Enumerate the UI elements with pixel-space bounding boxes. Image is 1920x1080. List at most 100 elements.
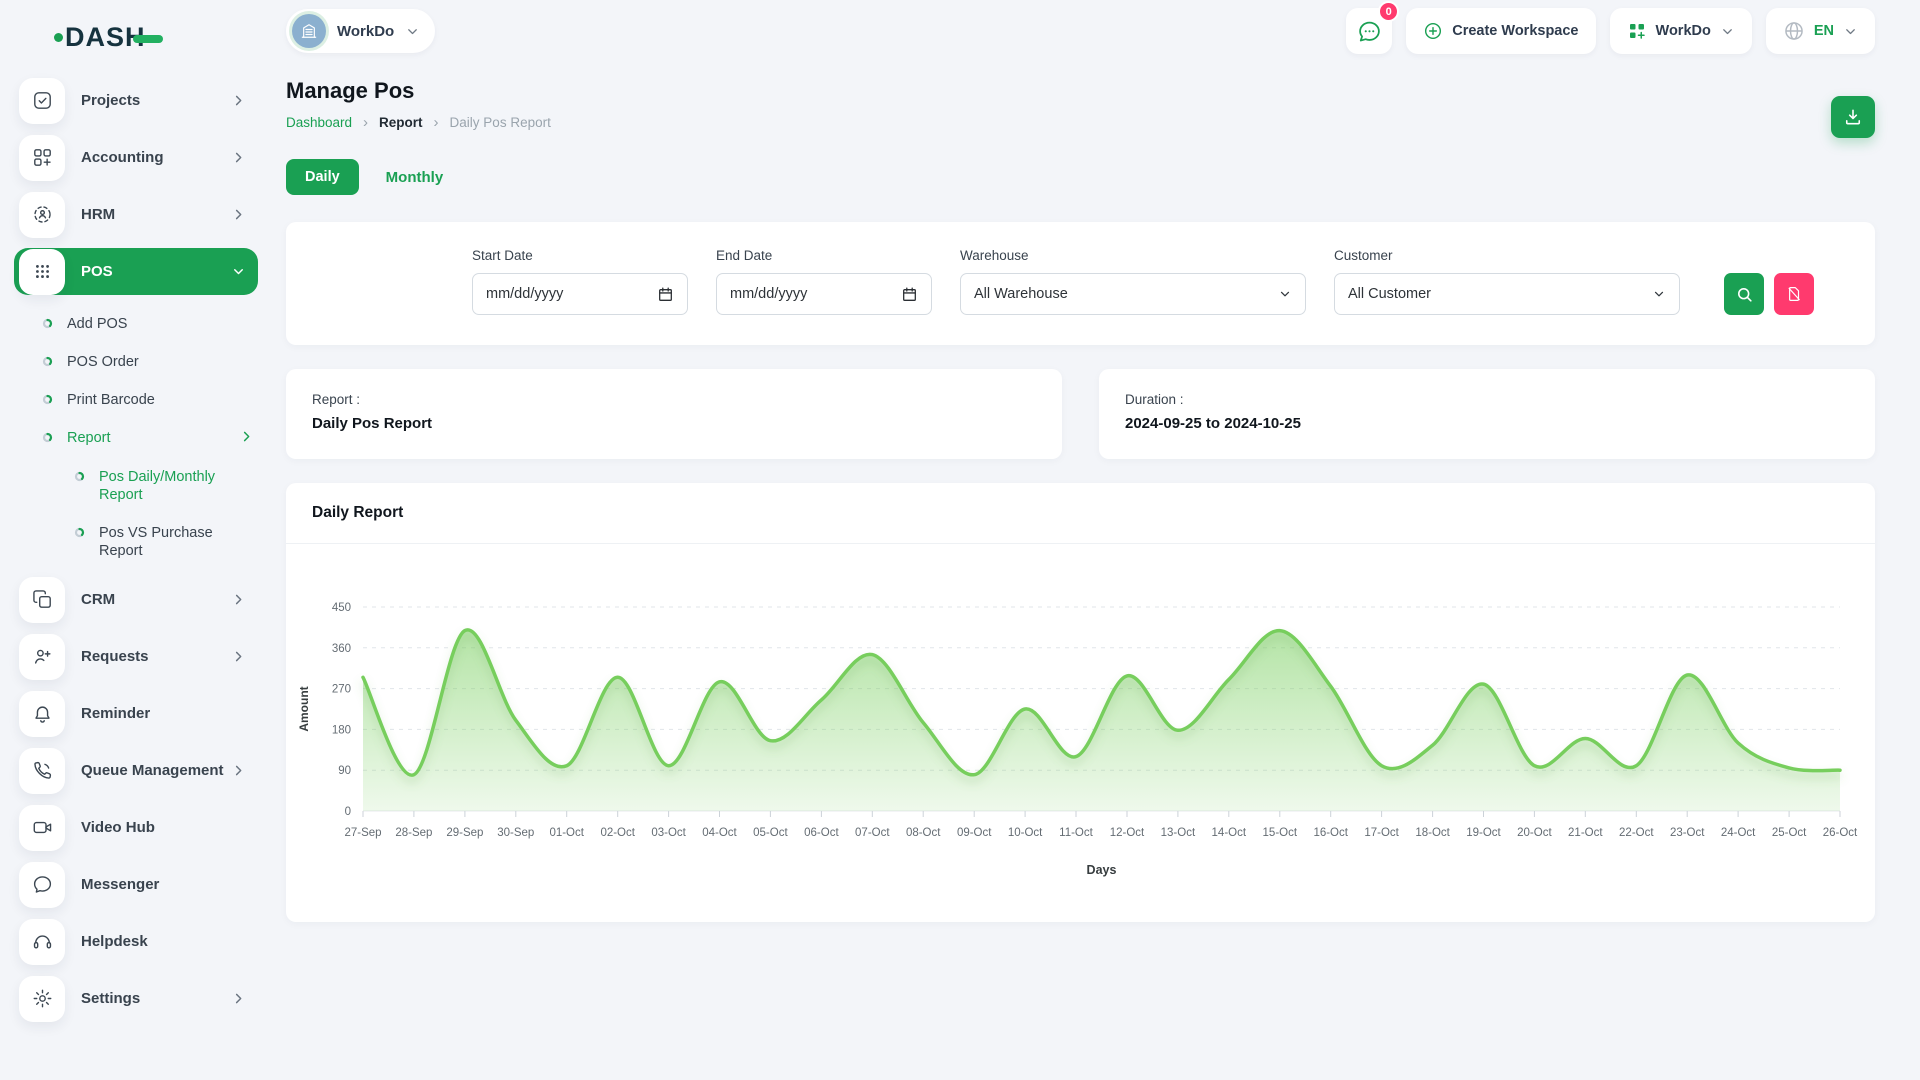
customer-select[interactable]: All Customer <box>1334 273 1680 315</box>
sidebar-item-projects[interactable]: Projects <box>14 77 258 124</box>
svg-text:22-Oct: 22-Oct <box>1619 827 1654 839</box>
warehouse-field-group: Warehouse All Warehouse <box>960 248 1306 315</box>
sidebar-item-hrm[interactable]: HRM <box>14 191 258 238</box>
chevron-right-icon <box>231 93 246 108</box>
warehouse-label: Warehouse <box>960 248 1306 263</box>
breadcrumb-report[interactable]: Report <box>379 115 423 130</box>
sidebar-subitem-pos-vs-purchase-report[interactable]: Pos VS Purchase Report <box>74 514 258 570</box>
globe-icon <box>1783 20 1805 42</box>
sidebar-item-messenger[interactable]: Messenger <box>14 861 258 908</box>
sidebar-subitem-label: Add POS <box>67 315 254 333</box>
svg-text:19-Oct: 19-Oct <box>1466 827 1501 839</box>
report-tabs: Daily Monthly <box>286 159 1875 195</box>
chevron-down-icon <box>1652 287 1666 301</box>
warehouse-value: All Warehouse <box>974 286 1068 302</box>
circle-plus-icon <box>1423 21 1443 41</box>
sidebar-subitem-add-pos[interactable]: Add POS <box>42 305 258 343</box>
end-date-placeholder: mm/dd/yyyy <box>730 286 807 302</box>
sidebar-subitem-label: POS Order <box>67 353 254 371</box>
sidebar-item-queue-management[interactable]: Queue Management <box>14 747 258 794</box>
app-logo[interactable]: DASH <box>54 22 258 53</box>
topbar: WorkDo 0 Create Workspace WorkDo EN <box>286 8 1875 54</box>
sidebar-subitem-pos-order[interactable]: POS Order <box>42 343 258 381</box>
sidebar-icon-box <box>19 976 65 1022</box>
chevron-down-icon <box>231 264 246 279</box>
language-selector[interactable]: EN <box>1766 8 1875 54</box>
svg-text:02-Oct: 02-Oct <box>600 827 635 839</box>
svg-text:08-Oct: 08-Oct <box>906 827 941 839</box>
sidebar-icon-box <box>19 862 65 908</box>
chevron-right-icon <box>231 649 246 664</box>
end-date-label: End Date <box>716 248 932 263</box>
customer-value: All Customer <box>1348 286 1431 302</box>
warehouse-select[interactable]: All Warehouse <box>960 273 1306 315</box>
breadcrumb-separator-icon: › <box>363 115 368 130</box>
sidebar-sublist: Pos Daily/Monthly Report Pos VS Purchase … <box>42 458 258 571</box>
sidebar-subitem-print-barcode[interactable]: Print Barcode <box>42 381 258 419</box>
page-header: Manage Pos Dashboard › Report › Daily Po… <box>286 78 1875 138</box>
sidebar-item-label: HRM <box>81 206 231 223</box>
filter-actions <box>1724 273 1814 315</box>
breadcrumb-dashboard[interactable]: Dashboard <box>286 115 352 130</box>
calendar-icon <box>657 286 674 303</box>
chevron-down-icon <box>1843 24 1858 39</box>
sidebar-item-label: Helpdesk <box>81 933 246 950</box>
chevron-right-icon <box>231 150 246 165</box>
report-card-value: Daily Pos Report <box>312 415 1036 432</box>
sidebar-item-reminder[interactable]: Reminder <box>14 690 258 737</box>
svg-text:20-Oct: 20-Oct <box>1517 827 1552 839</box>
chevron-right-icon <box>239 429 254 444</box>
sidebar-subitem-label: Pos VS Purchase Report <box>99 524 254 560</box>
sidebar-icon-box <box>19 691 65 737</box>
svg-text:0: 0 <box>345 806 351 818</box>
sidebar-item-video-hub[interactable]: Video Hub <box>14 804 258 851</box>
end-date-field-group: End Date mm/dd/yyyy <box>716 248 932 315</box>
sidebar-subitem-pos-daily-monthly-report[interactable]: Pos Daily/Monthly Report <box>74 458 258 514</box>
chevron-down-icon <box>1720 24 1735 39</box>
logo-dash-icon <box>133 35 163 43</box>
sidebar-item-settings[interactable]: Settings <box>14 975 258 1022</box>
sidebar-icon-box <box>19 192 65 238</box>
start-date-input[interactable]: mm/dd/yyyy <box>472 273 688 315</box>
svg-text:28-Sep: 28-Sep <box>395 827 432 839</box>
tab-daily[interactable]: Daily <box>286 159 359 195</box>
sidebar-item-accounting[interactable]: Accounting <box>14 134 258 181</box>
end-date-input[interactable]: mm/dd/yyyy <box>716 273 932 315</box>
workdo-menu-button[interactable]: WorkDo <box>1610 8 1752 54</box>
svg-text:10-Oct: 10-Oct <box>1008 827 1043 839</box>
workspace-avatar <box>292 14 326 48</box>
sidebar-subitem-report[interactable]: Report <box>42 419 258 457</box>
chevron-right-icon <box>231 763 246 778</box>
video-hub-icon <box>32 817 53 838</box>
svg-text:270: 270 <box>332 684 351 696</box>
messages-button[interactable]: 0 <box>1346 8 1392 54</box>
sidebar-item-helpdesk[interactable]: Helpdesk <box>14 918 258 965</box>
bullet-ring-icon <box>42 356 53 367</box>
create-workspace-button[interactable]: Create Workspace <box>1406 8 1595 54</box>
svg-text:01-Oct: 01-Oct <box>549 827 584 839</box>
sidebar-item-crm[interactable]: CRM <box>14 576 258 623</box>
file-slash-icon <box>1785 285 1803 303</box>
helpdesk-icon <box>32 931 53 952</box>
queue-icon <box>32 760 53 781</box>
reset-filter-button[interactable] <box>1774 273 1814 315</box>
download-report-button[interactable] <box>1831 96 1875 138</box>
svg-text:23-Oct: 23-Oct <box>1670 827 1705 839</box>
tab-monthly[interactable]: Monthly <box>386 169 444 186</box>
svg-text:360: 360 <box>332 643 351 655</box>
sidebar-icon-box <box>19 805 65 851</box>
sidebar-item-label: POS <box>81 263 231 280</box>
start-date-placeholder: mm/dd/yyyy <box>486 286 563 302</box>
workspace-switcher[interactable]: WorkDo <box>286 9 435 53</box>
duration-card-label: Duration : <box>1125 392 1849 407</box>
sidebar-item-label: Reminder <box>81 705 246 722</box>
sidebar-item-pos[interactable]: POS <box>14 248 258 295</box>
sidebar-item-requests[interactable]: Requests <box>14 633 258 680</box>
reminder-icon <box>32 703 53 724</box>
chevron-down-icon <box>405 24 420 39</box>
search-button[interactable] <box>1724 273 1764 315</box>
svg-text:14-Oct: 14-Oct <box>1212 827 1247 839</box>
svg-text:26-Oct: 26-Oct <box>1823 827 1858 839</box>
svg-text:180: 180 <box>332 724 351 736</box>
duration-card: Duration : 2024-09-25 to 2024-10-25 <box>1099 369 1875 459</box>
